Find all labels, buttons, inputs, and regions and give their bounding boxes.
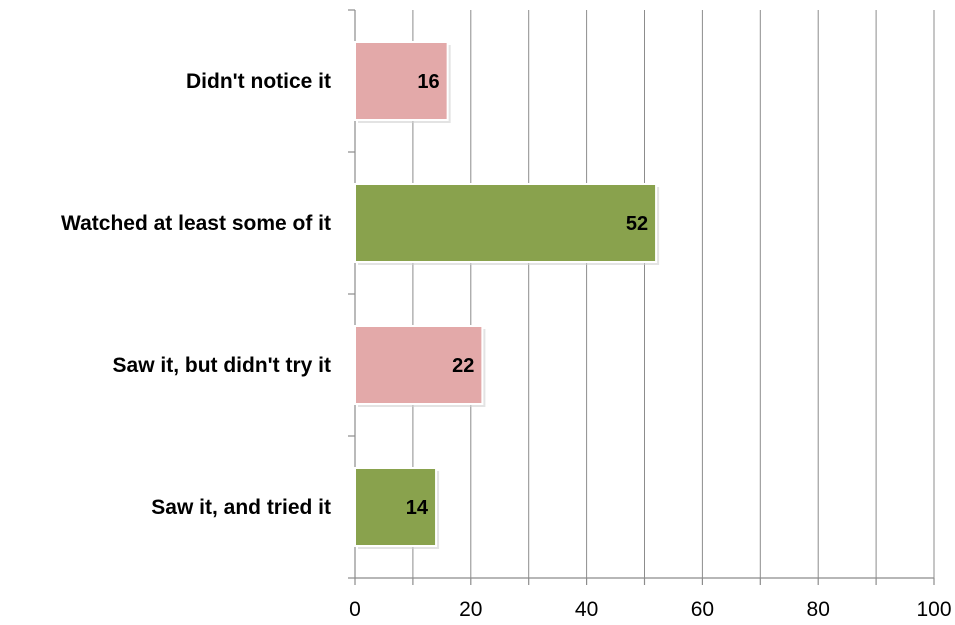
labels: 16 Didn't notice it 52 Watched at least som… (61, 70, 648, 519)
bar-3 (354, 467, 438, 547)
x-tick-label-20: 20 (459, 598, 482, 621)
data-label-1: 52 (626, 213, 648, 235)
category-label-0: Didn't notice it (186, 70, 331, 93)
x-tick-label-100: 100 (916, 598, 951, 621)
category-label-1: Watched at least some of it (61, 212, 331, 235)
bars (354, 41, 660, 549)
data-label-0: 16 (417, 71, 439, 93)
x-tick-label-60: 60 (691, 598, 714, 621)
bar-0 (354, 41, 449, 121)
gridlines (412, 10, 935, 578)
bar-1 (354, 183, 658, 263)
x-tick-label-40: 40 (575, 598, 598, 621)
data-label-3: 14 (406, 497, 429, 519)
x-tick-label-0: 0 (349, 598, 361, 621)
bar-2 (354, 325, 484, 405)
category-label-3: Saw it, and tried it (151, 496, 331, 519)
category-label-2: Saw it, but didn't try it (113, 354, 331, 377)
data-label-2: 22 (452, 355, 474, 377)
x-tick-label-80: 80 (807, 598, 830, 621)
